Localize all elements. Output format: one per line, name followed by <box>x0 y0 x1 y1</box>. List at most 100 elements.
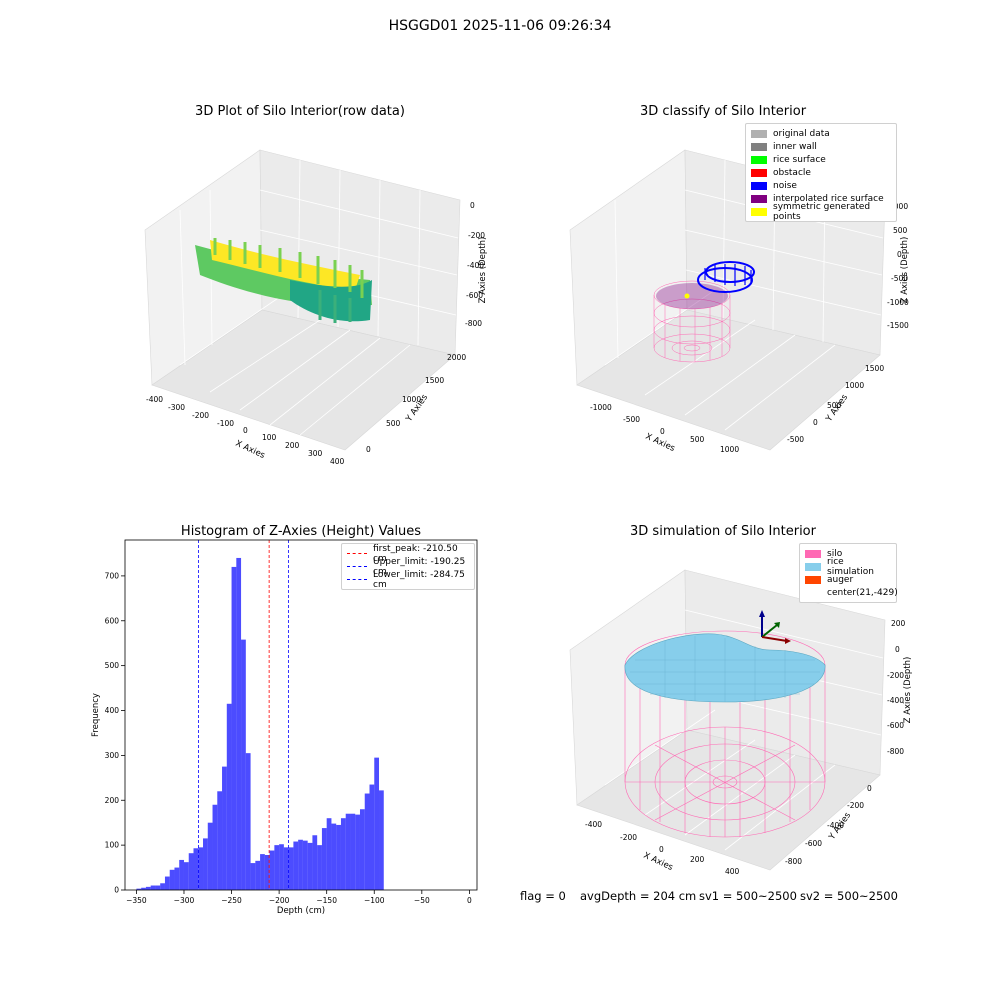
svg-text:-200: -200 <box>887 671 904 680</box>
svg-text:300: 300 <box>308 449 323 458</box>
legend-entry: inner wall <box>751 140 891 153</box>
svg-text:0: 0 <box>660 427 665 436</box>
histogram-bar <box>250 863 256 890</box>
legend-swatch <box>751 207 767 216</box>
histogram-bar <box>169 869 175 890</box>
x-tick-label: −350 <box>126 896 147 905</box>
svg-text:400: 400 <box>330 457 345 466</box>
svg-text:-600: -600 <box>466 291 483 300</box>
svg-text:200: 200 <box>690 855 705 864</box>
svg-text:-400: -400 <box>827 821 844 830</box>
legend-swatch <box>751 194 767 203</box>
histogram-bar <box>350 813 356 890</box>
histogram-bar <box>279 844 284 890</box>
legend-label: noise <box>773 180 797 191</box>
legend-entry: original data <box>751 127 891 140</box>
plot1-title: 3D Plot of Silo Interior(row data) <box>195 104 405 119</box>
histogram-bar <box>236 557 242 890</box>
svg-text:500: 500 <box>893 226 908 235</box>
svg-text:1000: 1000 <box>889 202 908 211</box>
legend-swatch <box>751 168 767 177</box>
plot2-symmetric-points <box>684 293 690 299</box>
histogram-bar <box>255 860 261 890</box>
svg-text:-1500: -1500 <box>887 321 909 330</box>
svg-text:0: 0 <box>243 426 248 435</box>
svg-text:0: 0 <box>895 645 900 654</box>
y-tick-label: 100 <box>105 841 120 850</box>
legend-label: rice surface <box>773 154 826 165</box>
histogram-bar <box>298 839 303 890</box>
histogram-bar <box>188 853 194 890</box>
plot1-data-points <box>195 238 372 323</box>
x-tick-label: −300 <box>174 896 195 905</box>
x-tick-label: −250 <box>221 896 242 905</box>
histogram-bar <box>155 885 161 890</box>
histogram-bar <box>241 639 246 890</box>
histogram-bar <box>283 847 289 890</box>
histogram-bar <box>312 835 318 890</box>
plot2-interpolated-surface <box>656 283 728 309</box>
legend-entry: auger <box>805 573 891 586</box>
histogram-bar <box>245 753 251 890</box>
svg-text:400: 400 <box>725 867 740 876</box>
y-tick-label: 700 <box>105 571 120 580</box>
svg-text:-500: -500 <box>891 274 908 283</box>
histogram-bar <box>369 784 375 890</box>
legend-entry: first_peak: -210.50 cm <box>347 544 469 564</box>
svg-text:-400: -400 <box>146 395 163 404</box>
svg-text:-100: -100 <box>217 419 234 428</box>
plot2-x-ticks: -1000 -500 0 500 1000 <box>590 403 739 454</box>
svg-text:1000: 1000 <box>845 381 864 390</box>
svg-text:-400: -400 <box>467 261 484 270</box>
histogram-bar <box>355 814 360 890</box>
histogram-bar <box>269 850 275 890</box>
svg-text:-200: -200 <box>192 411 209 420</box>
svg-text:-1000: -1000 <box>887 298 909 307</box>
svg-text:-200: -200 <box>468 231 485 240</box>
svg-text:500: 500 <box>827 401 842 410</box>
svg-text:-800: -800 <box>887 747 904 756</box>
legend-label: interpolated rice surface <box>773 193 884 204</box>
plot2-title: 3D classify of Silo Interior <box>639 104 807 119</box>
histogram-bar <box>345 813 351 890</box>
histogram-bar <box>226 703 232 890</box>
histogram-bar <box>336 824 341 890</box>
histogram-bar <box>183 862 189 890</box>
histogram-bar <box>179 859 184 890</box>
legend-entry: silo <box>805 547 891 560</box>
histogram-bar <box>203 838 208 890</box>
svg-text:200: 200 <box>891 619 906 628</box>
plot1-x-ticks: -400 -300 -200 -100 0 100 200 300 400 <box>146 395 345 466</box>
histogram-bar <box>141 887 146 890</box>
histogram-bar <box>379 790 384 890</box>
histogram-bar <box>321 828 327 890</box>
svg-text:0: 0 <box>659 845 664 854</box>
footer-sv2: sv2 = 500~2500 <box>800 889 898 903</box>
plot4-title: 3D simulation of Silo Interior <box>630 524 816 539</box>
histogram-bar <box>174 867 180 890</box>
svg-text:0: 0 <box>897 250 902 259</box>
svg-text:200: 200 <box>285 441 300 450</box>
legend-swatch <box>805 589 821 597</box>
plot4-rice-mesh <box>630 636 820 702</box>
plot4-x-label: X Axies <box>642 851 675 874</box>
plot1-floor-pane <box>151 309 456 451</box>
plot3-legend: first_peak: -210.50 cm Upper_limit: -190.… <box>341 543 475 590</box>
x-tick-label: −50 <box>414 896 430 905</box>
x-tick-label: −150 <box>316 896 337 905</box>
svg-text:0: 0 <box>867 784 872 793</box>
histogram-bar <box>164 876 170 890</box>
svg-text:1500: 1500 <box>865 364 884 373</box>
plot1-x-label: X Axies <box>234 439 267 462</box>
svg-text:-400: -400 <box>585 820 602 829</box>
legend-swatch <box>751 129 767 138</box>
histogram-bar <box>302 840 308 890</box>
plot1-3d-axes: 0-200-400 -600-800 Z Axies (Depth) -400-… <box>144 149 488 466</box>
svg-text:-600: -600 <box>887 721 904 730</box>
legend-entry: interpolated rice surface <box>751 192 891 205</box>
x-tick-label: 0 <box>467 896 472 905</box>
histogram-bar <box>207 822 213 890</box>
legend-label: auger <box>827 574 854 585</box>
svg-text:2000: 2000 <box>447 353 466 362</box>
